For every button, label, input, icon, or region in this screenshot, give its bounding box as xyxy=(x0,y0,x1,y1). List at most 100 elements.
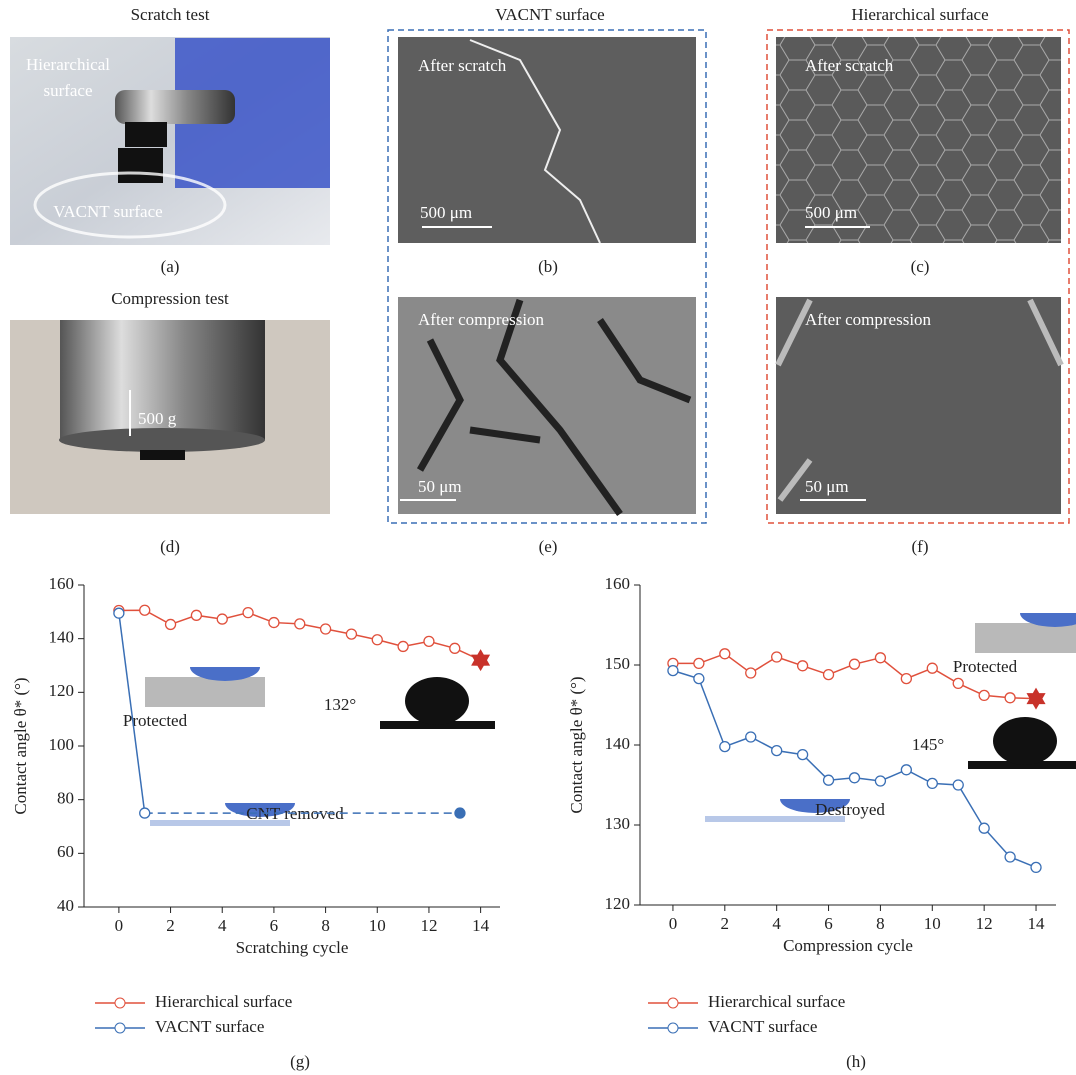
scale-label: 50 μm xyxy=(418,477,462,496)
sample xyxy=(118,148,163,183)
marker xyxy=(295,619,305,629)
inset-pillars xyxy=(975,623,1076,653)
marker xyxy=(824,775,834,785)
marker xyxy=(269,618,279,628)
x-tick-label: 14 xyxy=(1028,914,1046,933)
marker xyxy=(746,732,756,742)
marker xyxy=(166,619,176,629)
y-tick-label: 130 xyxy=(605,814,631,833)
scale-label: 500 μm xyxy=(420,203,472,222)
marker xyxy=(772,652,782,662)
x-axis-label: Compression cycle xyxy=(783,936,913,955)
marker xyxy=(694,658,704,668)
marker xyxy=(875,776,885,786)
caption: (b) xyxy=(538,257,558,276)
marker xyxy=(455,808,465,818)
x-tick-label: 10 xyxy=(924,914,941,933)
scale-label: 50 μm xyxy=(805,477,849,496)
x-tick-label: 2 xyxy=(166,916,175,935)
y-tick-label: 80 xyxy=(57,789,74,808)
series-line xyxy=(119,610,481,660)
scale-label: 500 μm xyxy=(805,203,857,222)
column-title: Hierarchical surface xyxy=(851,5,988,24)
y-tick-label: 120 xyxy=(605,894,631,913)
caption: (e) xyxy=(539,537,558,556)
annotation: 145° xyxy=(912,735,944,754)
marker xyxy=(720,742,730,752)
legend-marker xyxy=(668,1023,678,1033)
legend-label: VACNT surface xyxy=(708,1017,817,1036)
x-tick-label: 0 xyxy=(115,916,124,935)
legend-marker xyxy=(668,998,678,1008)
x-tick-label: 12 xyxy=(420,916,437,935)
legend-label: VACNT surface xyxy=(155,1017,264,1036)
sample xyxy=(140,450,185,460)
y-tick-label: 60 xyxy=(57,842,74,861)
annotation: 132° xyxy=(324,695,356,714)
x-tick-label: 2 xyxy=(721,914,730,933)
photo-label: Hierarchical xyxy=(26,55,110,74)
x-tick-label: 14 xyxy=(472,916,490,935)
marker xyxy=(191,610,201,620)
marker xyxy=(720,649,730,659)
marker xyxy=(772,746,782,756)
marker xyxy=(140,605,150,615)
y-tick-label: 160 xyxy=(49,574,75,593)
marker xyxy=(798,661,808,671)
x-tick-label: 4 xyxy=(772,914,781,933)
marker xyxy=(668,666,678,676)
marker xyxy=(694,674,704,684)
inset-pillars xyxy=(145,677,265,707)
marker xyxy=(1031,862,1041,872)
marker xyxy=(927,778,937,788)
legend-marker xyxy=(115,998,125,1008)
caption: (g) xyxy=(290,1052,310,1071)
weight-base xyxy=(59,428,265,452)
y-tick-label: 100 xyxy=(49,735,75,754)
y-tick-label: 40 xyxy=(57,896,74,915)
x-tick-label: 8 xyxy=(321,916,330,935)
photo-label: VACNT surface xyxy=(53,202,162,221)
marker xyxy=(114,608,124,618)
marker xyxy=(450,643,460,653)
marker xyxy=(217,614,227,624)
marker xyxy=(140,808,150,818)
marker xyxy=(398,641,408,651)
x-tick-label: 12 xyxy=(976,914,993,933)
x-tick-label: 0 xyxy=(669,914,678,933)
marker xyxy=(927,663,937,673)
droplet-photo xyxy=(993,717,1057,765)
cylinder xyxy=(115,90,235,124)
y-tick-label: 150 xyxy=(605,654,631,673)
photo-label: surface xyxy=(43,81,92,100)
marker xyxy=(875,653,885,663)
panel-title: Compression test xyxy=(111,289,229,308)
sample xyxy=(125,122,167,147)
marker xyxy=(849,659,859,669)
marker xyxy=(953,678,963,688)
caption: (h) xyxy=(846,1052,866,1071)
marker xyxy=(346,629,356,639)
annotation: Protected xyxy=(953,657,1018,676)
x-tick-label: 6 xyxy=(824,914,833,933)
marker xyxy=(849,773,859,783)
y-tick-label: 140 xyxy=(49,628,75,647)
marker xyxy=(321,624,331,634)
annotation: Destroyed xyxy=(815,800,885,819)
x-tick-label: 4 xyxy=(218,916,227,935)
marker xyxy=(953,780,963,790)
image-label: After compression xyxy=(805,310,932,329)
caption: (f) xyxy=(912,537,929,556)
marker xyxy=(824,670,834,680)
y-axis-label: Contact angle θ* (°) xyxy=(11,677,30,814)
panel-title: Scratch test xyxy=(131,5,210,24)
marker xyxy=(372,635,382,645)
marker-star xyxy=(471,649,490,671)
x-tick-label: 8 xyxy=(876,914,885,933)
marker xyxy=(901,674,911,684)
legend-label: Hierarchical surface xyxy=(708,992,845,1011)
y-axis-label: Contact angle θ* (°) xyxy=(567,676,586,813)
marker xyxy=(746,668,756,678)
marker xyxy=(979,690,989,700)
marker xyxy=(798,750,808,760)
